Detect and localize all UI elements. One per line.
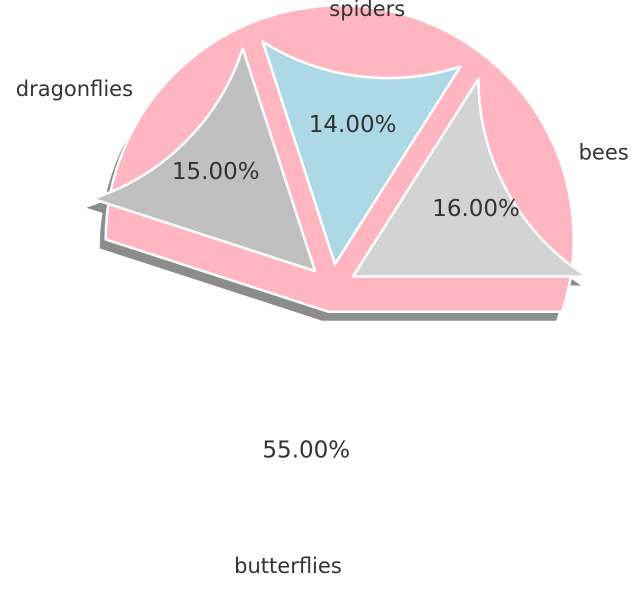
percent-label-bees: 16.00% bbox=[432, 196, 520, 222]
percent-label-dragonflies: 15.00% bbox=[172, 159, 260, 185]
slices bbox=[91, 4, 589, 313]
percent-label-butterflies: 55.00% bbox=[262, 437, 350, 463]
slice-labels: 55.00% butterflies 15.00% dragonflies 14.00%… bbox=[16, 0, 629, 578]
slice-dragonflies bbox=[91, 47, 317, 273]
category-label-spiders: spiders bbox=[329, 0, 405, 21]
category-label-butterflies: butterflies bbox=[234, 554, 342, 578]
percent-label-spiders: 14.00% bbox=[309, 112, 397, 138]
slice-bees bbox=[351, 77, 589, 278]
category-label-bees: bees bbox=[579, 140, 629, 164]
slice-spiders bbox=[261, 40, 462, 266]
category-label-dragonflies: dragonflies bbox=[16, 77, 133, 101]
